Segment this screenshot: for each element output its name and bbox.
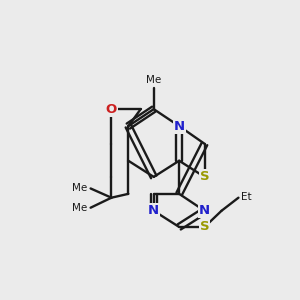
- Text: Me: Me: [72, 203, 87, 213]
- Text: Me: Me: [72, 184, 87, 194]
- Text: Et: Et: [241, 191, 251, 202]
- Text: S: S: [200, 220, 209, 233]
- Text: N: N: [174, 120, 185, 133]
- Text: S: S: [200, 170, 209, 183]
- Text: N: N: [199, 204, 210, 217]
- Text: N: N: [148, 204, 159, 217]
- Text: O: O: [106, 103, 117, 116]
- Text: Me: Me: [146, 75, 161, 85]
